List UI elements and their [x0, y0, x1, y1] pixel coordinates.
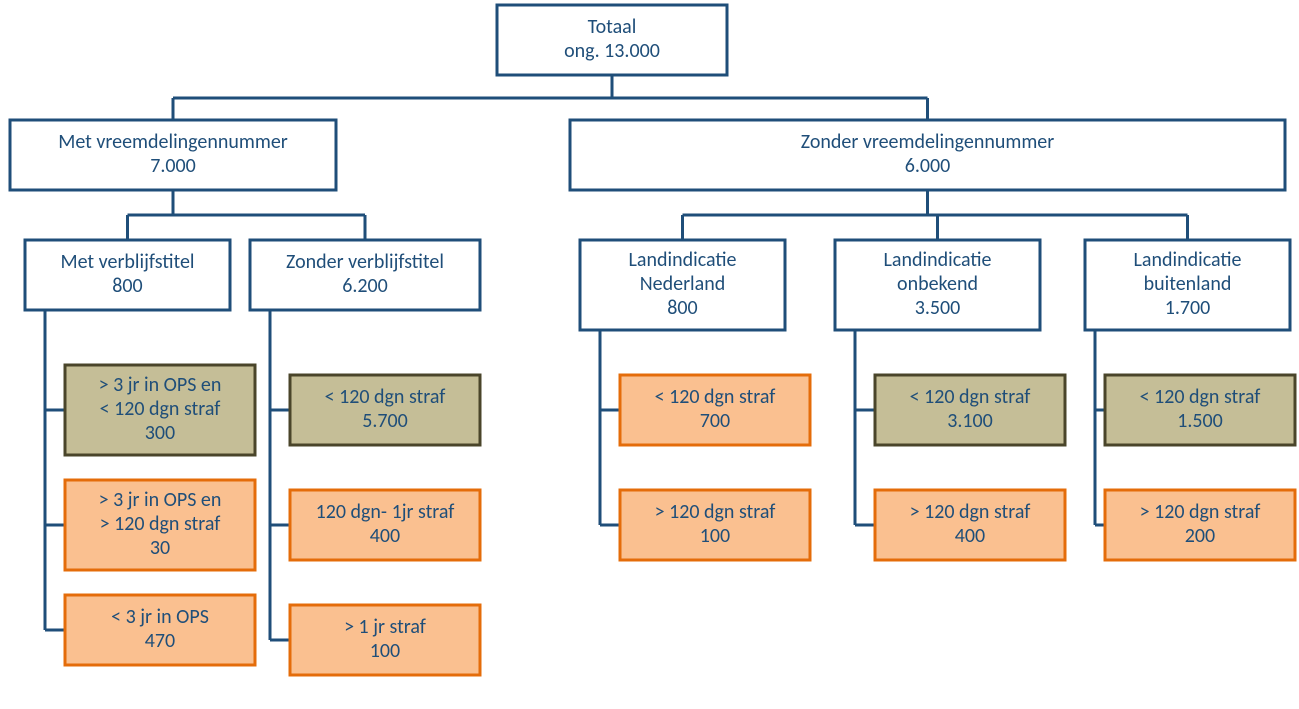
node-c1-line-1: 700 — [700, 409, 730, 433]
node-l2b-line-0: Zonder verblijfstitel — [286, 250, 444, 274]
node-c1-line-0: < 120 dgn straf — [655, 385, 776, 409]
node-a2-line-1: > 120 dgn straf — [100, 512, 221, 536]
node-a1-line-0: > 3 jr in OPS en — [99, 373, 222, 397]
node-a2-line-0: > 3 jr in OPS en — [99, 488, 222, 512]
node-l2c-line-0: Landindicatie — [629, 248, 737, 272]
node-a3-line-1: 470 — [145, 629, 175, 653]
node-b3-line-1: 100 — [370, 639, 400, 663]
org-chart: Totaalong. 13.000 Met vreemdelingennummer… — [0, 0, 1299, 709]
node-l2e-line-2: 1.700 — [1165, 296, 1211, 320]
node-l1b-line-0: Zonder vreemdelingennummer — [801, 130, 1054, 154]
node-b2-line-0: 120 dgn- 1jr straf — [316, 500, 455, 524]
node-root-line-1: ong. 13.000 — [564, 39, 660, 63]
node-e1-line-1: 1.500 — [1177, 409, 1223, 433]
node-l1b-line-1: 6.000 — [905, 154, 951, 178]
node-d1-line-1: 3.100 — [947, 409, 993, 433]
node-root-line-0: Totaal — [588, 15, 637, 39]
node-d2-line-0: > 120 dgn straf — [910, 500, 1031, 524]
node-l2d-line-1: onbekend — [897, 272, 978, 296]
node-e2-line-0: > 120 dgn straf — [1140, 500, 1261, 524]
node-b1-line-1: 5.700 — [362, 409, 408, 433]
node-l2d-line-2: 3.500 — [915, 296, 961, 320]
node-d2-line-1: 400 — [955, 524, 985, 548]
node-a1-line-1: < 120 dgn straf — [100, 397, 221, 421]
node-b1-line-0: < 120 dgn straf — [325, 385, 446, 409]
node-l2c-line-1: Nederland — [640, 272, 725, 296]
node-l2e-line-1: buitenland — [1144, 272, 1232, 296]
node-c2-line-1: 100 — [700, 524, 730, 548]
node-l2b-line-1: 6.200 — [342, 274, 388, 298]
node-l1a-line-0: Met vreemdelingennummer — [58, 130, 288, 154]
node-l2c-line-2: 800 — [667, 296, 697, 320]
node-b3-line-0: > 1 jr straf — [344, 615, 426, 639]
node-e2-line-1: 200 — [1185, 524, 1215, 548]
node-a2-line-2: 30 — [150, 536, 170, 560]
node-e1-line-0: < 120 dgn straf — [1140, 385, 1261, 409]
node-c2-line-0: > 120 dgn straf — [655, 500, 776, 524]
node-l2d-line-0: Landindicatie — [884, 248, 992, 272]
node-a1-line-2: 300 — [145, 421, 175, 445]
node-l2a-line-1: 800 — [112, 274, 142, 298]
node-l2a-line-0: Met verblijfstitel — [60, 250, 194, 274]
node-b2-line-1: 400 — [370, 524, 400, 548]
node-l1a-line-1: 7.000 — [150, 154, 196, 178]
node-a3-line-0: < 3 jr in OPS — [111, 605, 209, 629]
node-d1-line-0: < 120 dgn straf — [910, 385, 1031, 409]
node-l2e-line-0: Landindicatie — [1134, 248, 1242, 272]
